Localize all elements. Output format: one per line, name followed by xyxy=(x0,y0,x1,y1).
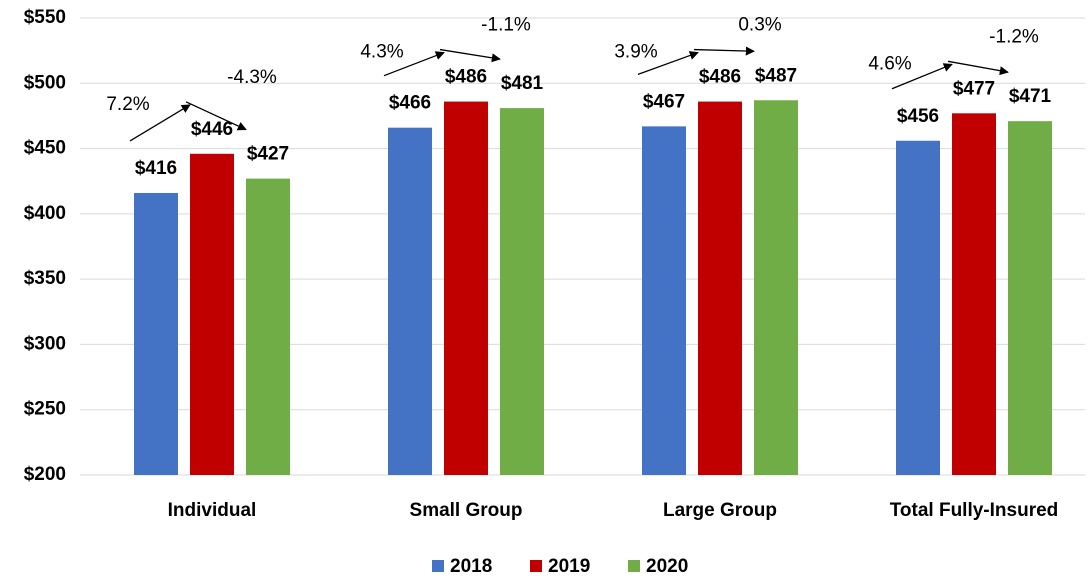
annotation: -1.1% xyxy=(481,15,531,36)
bar xyxy=(952,113,996,476)
legend-swatch xyxy=(432,560,444,572)
annotation-arrow xyxy=(185,101,247,131)
bar xyxy=(190,153,234,475)
bar xyxy=(896,140,940,476)
data-label: $486 xyxy=(699,67,741,88)
y-tick-label: $250 xyxy=(24,399,66,420)
annotation-arrow xyxy=(693,46,755,56)
legend-label: 2019 xyxy=(548,556,590,577)
annotation-arrow xyxy=(637,51,699,75)
bar xyxy=(1008,121,1052,475)
data-label: $486 xyxy=(445,67,487,88)
data-label: $477 xyxy=(953,78,995,99)
bar xyxy=(500,108,544,475)
annotation: -4.3% xyxy=(227,67,277,88)
annotation: 4.3% xyxy=(360,42,403,63)
bar xyxy=(754,100,798,475)
annotation: 4.6% xyxy=(868,53,911,74)
annotation-arrow xyxy=(891,63,953,90)
x-tick-label: Large Group xyxy=(663,500,777,521)
y-tick-label: $300 xyxy=(24,333,66,354)
bar xyxy=(246,178,290,476)
bar xyxy=(642,126,686,476)
data-label: $416 xyxy=(135,158,177,179)
data-label: $456 xyxy=(897,106,939,127)
data-label: $481 xyxy=(501,73,544,94)
annotation: -1.2% xyxy=(989,26,1039,47)
x-tick-label: Total Fully-Insured xyxy=(890,500,1059,521)
annotation: 7.2% xyxy=(106,94,149,115)
bar xyxy=(134,192,178,476)
annotation-arrow xyxy=(383,51,445,77)
annotation-arrow xyxy=(129,104,191,142)
legend-label: 2018 xyxy=(450,556,492,577)
annotation: 3.9% xyxy=(614,42,657,63)
data-label: $427 xyxy=(247,144,289,165)
data-label: $467 xyxy=(643,91,685,112)
data-label: $466 xyxy=(389,93,431,114)
annotation: 0.3% xyxy=(738,15,781,36)
legend-label: 2020 xyxy=(646,556,688,577)
y-tick-label: $200 xyxy=(24,464,66,485)
x-tick-label: Small Group xyxy=(410,500,523,521)
y-tick-label: $500 xyxy=(24,72,66,93)
bar xyxy=(388,127,432,476)
annotation-arrow xyxy=(947,60,1009,76)
legend-swatch xyxy=(530,560,542,572)
x-tick-label: Individual xyxy=(168,500,257,521)
bar xyxy=(444,101,488,476)
legend-swatch xyxy=(628,560,640,572)
data-label: $471 xyxy=(1009,86,1052,107)
data-label: $446 xyxy=(191,119,233,140)
bar xyxy=(698,101,742,476)
y-tick-label: $350 xyxy=(24,268,66,289)
annotation-arrow xyxy=(439,48,501,63)
y-tick-label: $400 xyxy=(24,203,66,224)
y-tick-label: $450 xyxy=(24,138,66,159)
data-label: $487 xyxy=(755,65,797,86)
y-tick-label: $550 xyxy=(24,7,66,28)
